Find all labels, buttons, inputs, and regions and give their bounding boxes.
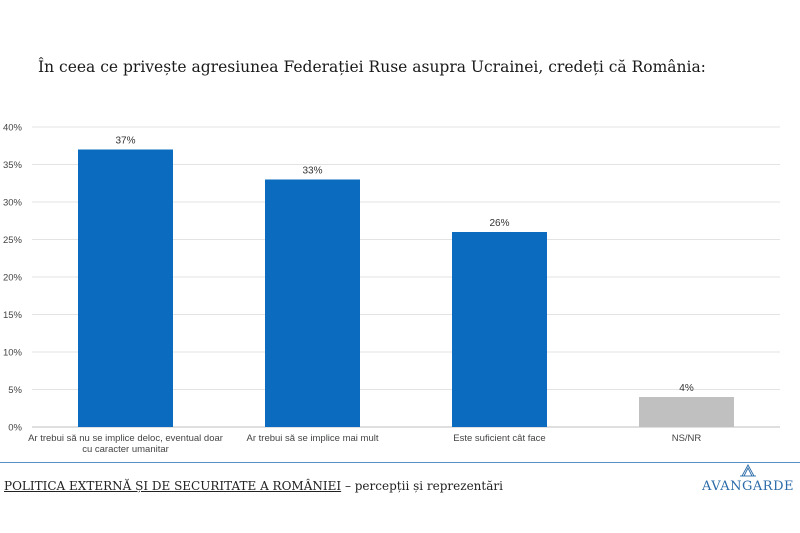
bar [452, 232, 547, 427]
y-tick-label: 35% [3, 160, 23, 171]
footer-subtitle: – percepții și reprezentări [341, 479, 503, 493]
y-tick-label: 30% [3, 198, 23, 209]
data-label: 37% [115, 136, 135, 147]
avangarde-logo-icon [740, 464, 756, 477]
y-tick-label: 20% [3, 273, 23, 284]
logo-text: AVANGARDE [702, 479, 794, 494]
y-tick-label: 0% [8, 423, 22, 434]
footer-caption: POLITICA EXTERNĂ ȘI DE SECURITATE A ROMÂ… [4, 479, 503, 493]
bars [78, 149, 734, 427]
footer-title: POLITICA EXTERNĂ ȘI DE SECURITATE A ROMÂ… [4, 479, 342, 493]
x-category-label: Este suficient cât face [453, 433, 545, 444]
grid-lines [32, 126, 780, 428]
y-tick-label: 5% [8, 385, 22, 396]
data-label: 4% [679, 383, 694, 394]
y-tick-label: 25% [3, 235, 23, 246]
x-category-label: Ar trebui să se implice mai mult [247, 433, 379, 444]
bar-chart: 0% 5% 10% 15% 20% 25% 30% 35% 40% 37% 33% 26% 4% Ar… [3, 123, 780, 455]
y-tick-label: 40% [3, 123, 23, 134]
y-tick-label: 15% [3, 310, 23, 321]
chart-title: În ceea ce privește agresiunea Federație… [38, 58, 706, 76]
bar [639, 397, 734, 427]
data-label: 33% [302, 166, 322, 177]
x-category-label: Ar trebui să nu se implice deloc, eventu… [28, 433, 223, 444]
data-labels: 37% 33% 26% 4% [115, 136, 693, 395]
bar [78, 149, 173, 427]
data-label: 26% [489, 218, 509, 229]
x-category-label: NS/NR [672, 433, 702, 444]
x-category-label: cu caracter umanitar [82, 444, 169, 455]
footer-divider [0, 462, 800, 463]
x-axis-categories: Ar trebui să nu se implice deloc, eventu… [28, 433, 701, 455]
y-tick-label: 10% [3, 348, 23, 359]
y-axis-ticks: 0% 5% 10% 15% 20% 25% 30% 35% 40% [3, 123, 23, 434]
bar [265, 179, 360, 427]
